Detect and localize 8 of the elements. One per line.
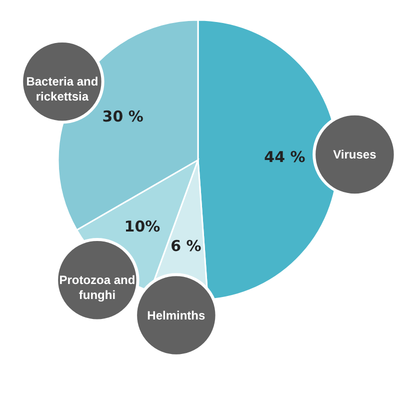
- data-label: 30 %: [102, 108, 144, 126]
- slice-label: Helminths: [147, 308, 206, 322]
- slice-label: Viruses: [333, 148, 377, 162]
- data-label: 10%: [124, 217, 160, 236]
- data-label: 6 %: [170, 236, 202, 255]
- slice-label: Bacteria and rickettsia: [26, 74, 98, 104]
- data-label: 44 %: [264, 148, 306, 166]
- slice-label: Protozoa and funghi: [59, 273, 136, 302]
